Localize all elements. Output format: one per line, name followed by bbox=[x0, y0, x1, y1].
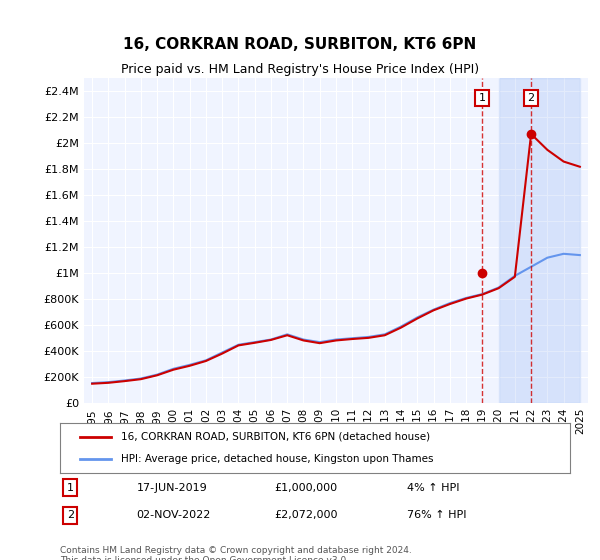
Text: Price paid vs. HM Land Registry's House Price Index (HPI): Price paid vs. HM Land Registry's House … bbox=[121, 63, 479, 77]
Text: 4% ↑ HPI: 4% ↑ HPI bbox=[407, 483, 460, 493]
Text: 02-NOV-2022: 02-NOV-2022 bbox=[137, 510, 211, 520]
Text: Contains HM Land Registry data © Crown copyright and database right 2024.
This d: Contains HM Land Registry data © Crown c… bbox=[60, 546, 412, 560]
Bar bbox=[499, 78, 580, 403]
Text: 16, CORKRAN ROAD, SURBITON, KT6 6PN (detached house): 16, CORKRAN ROAD, SURBITON, KT6 6PN (det… bbox=[121, 432, 430, 442]
Text: 2: 2 bbox=[67, 510, 74, 520]
Text: 16, CORKRAN ROAD, SURBITON, KT6 6PN: 16, CORKRAN ROAD, SURBITON, KT6 6PN bbox=[124, 38, 476, 52]
Text: £1,000,000: £1,000,000 bbox=[274, 483, 337, 493]
Text: 1: 1 bbox=[479, 93, 486, 103]
Text: HPI: Average price, detached house, Kingston upon Thames: HPI: Average price, detached house, King… bbox=[121, 454, 434, 464]
Text: 17-JUN-2019: 17-JUN-2019 bbox=[137, 483, 207, 493]
Text: 2: 2 bbox=[527, 93, 535, 103]
Text: 76% ↑ HPI: 76% ↑ HPI bbox=[407, 510, 466, 520]
Text: £2,072,000: £2,072,000 bbox=[274, 510, 338, 520]
Text: 1: 1 bbox=[67, 483, 74, 493]
